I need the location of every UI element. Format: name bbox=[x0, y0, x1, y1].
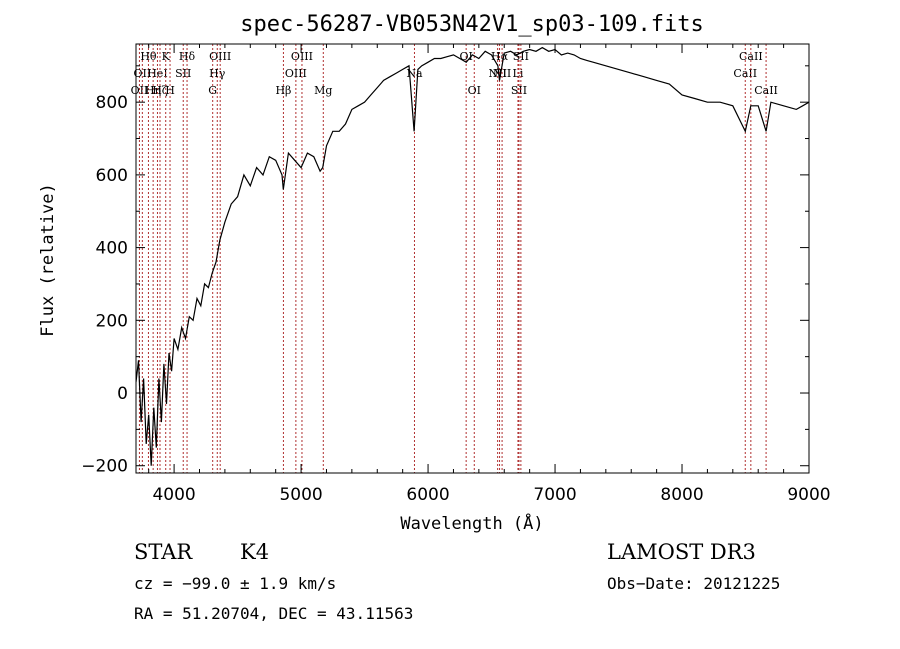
y-tick-label: −200 bbox=[81, 457, 128, 477]
line-marker-label: Hα bbox=[491, 50, 509, 63]
line-marker-label: Na bbox=[406, 67, 423, 80]
line-marker-label: OI bbox=[468, 84, 481, 97]
line-marker-label: Hζ bbox=[152, 84, 168, 97]
line-marker-label: HeI bbox=[147, 67, 167, 80]
line-marker-label: NII bbox=[493, 67, 511, 80]
line-marker-label: OIII bbox=[291, 50, 313, 63]
x-tick-label: 6000 bbox=[406, 485, 449, 505]
x-axis-label: Wavelength (Å) bbox=[400, 512, 543, 534]
line-marker-label: G bbox=[208, 84, 217, 97]
x-tick-label: 8000 bbox=[660, 485, 703, 505]
line-marker-label: Hθ bbox=[140, 50, 157, 63]
line-marker-label: Li bbox=[513, 67, 524, 80]
spectral-subclass: K4 bbox=[240, 540, 270, 564]
x-tick-label: 9000 bbox=[787, 485, 830, 505]
line-marker-label: SII bbox=[513, 50, 529, 63]
spectrum-line bbox=[136, 46, 809, 466]
line-marker-label: K bbox=[162, 50, 171, 63]
y-axis-label: Flux (relative) bbox=[38, 183, 58, 337]
plot-frame bbox=[135, 43, 810, 474]
chart-title: spec-56287-VB053N42V1_sp03-109.fits bbox=[240, 12, 704, 37]
y-tick-label: 200 bbox=[96, 311, 128, 331]
line-marker-label: SII bbox=[175, 67, 191, 80]
coordinates: RA = 51.20704, DEC = 43.11563 bbox=[134, 604, 414, 623]
y-tick-label: 0 bbox=[117, 384, 128, 404]
line-marker-label: Hγ bbox=[209, 67, 226, 80]
line-marker-label: OII bbox=[131, 84, 149, 97]
survey-name: LAMOST DR3 bbox=[607, 540, 756, 564]
emission-line-markers: OIIOIIHθHηHeIHζKHSIIHδGHγOIIIHβOIIIOIIIM… bbox=[131, 44, 778, 473]
line-marker-label: Hδ bbox=[179, 50, 196, 63]
y-tick-label: 600 bbox=[96, 166, 128, 186]
redshift-cz: cz = −99.0 ± 1.9 km/s bbox=[134, 574, 337, 593]
line-marker-label: CaII bbox=[733, 67, 757, 80]
line-marker-label: OII bbox=[133, 67, 151, 80]
object-class: STAR bbox=[134, 540, 193, 564]
line-marker-label: CaII bbox=[739, 50, 763, 63]
x-tick-label: 7000 bbox=[533, 485, 576, 505]
x-tick-label: 5000 bbox=[279, 485, 322, 505]
observation-date: Obs−Date: 20121225 bbox=[607, 574, 781, 593]
line-marker-label: Mg bbox=[314, 84, 332, 97]
spectrum-series bbox=[136, 46, 809, 466]
line-marker-label: H bbox=[165, 84, 175, 97]
x-tick-label: 4000 bbox=[152, 485, 195, 505]
line-marker-label: Hβ bbox=[275, 84, 291, 97]
line-marker-label: OIII bbox=[209, 50, 231, 63]
line-marker-label: OIII bbox=[285, 67, 307, 80]
axis-ticks: 4000 5000 6000 7000 8000 9000 −200 0 200 400 600 80… bbox=[81, 44, 831, 505]
y-tick-label: 400 bbox=[96, 239, 128, 259]
y-tick-label: 800 bbox=[96, 93, 128, 113]
line-marker-label: CaII bbox=[754, 84, 778, 97]
line-marker-label: SII bbox=[511, 84, 527, 97]
